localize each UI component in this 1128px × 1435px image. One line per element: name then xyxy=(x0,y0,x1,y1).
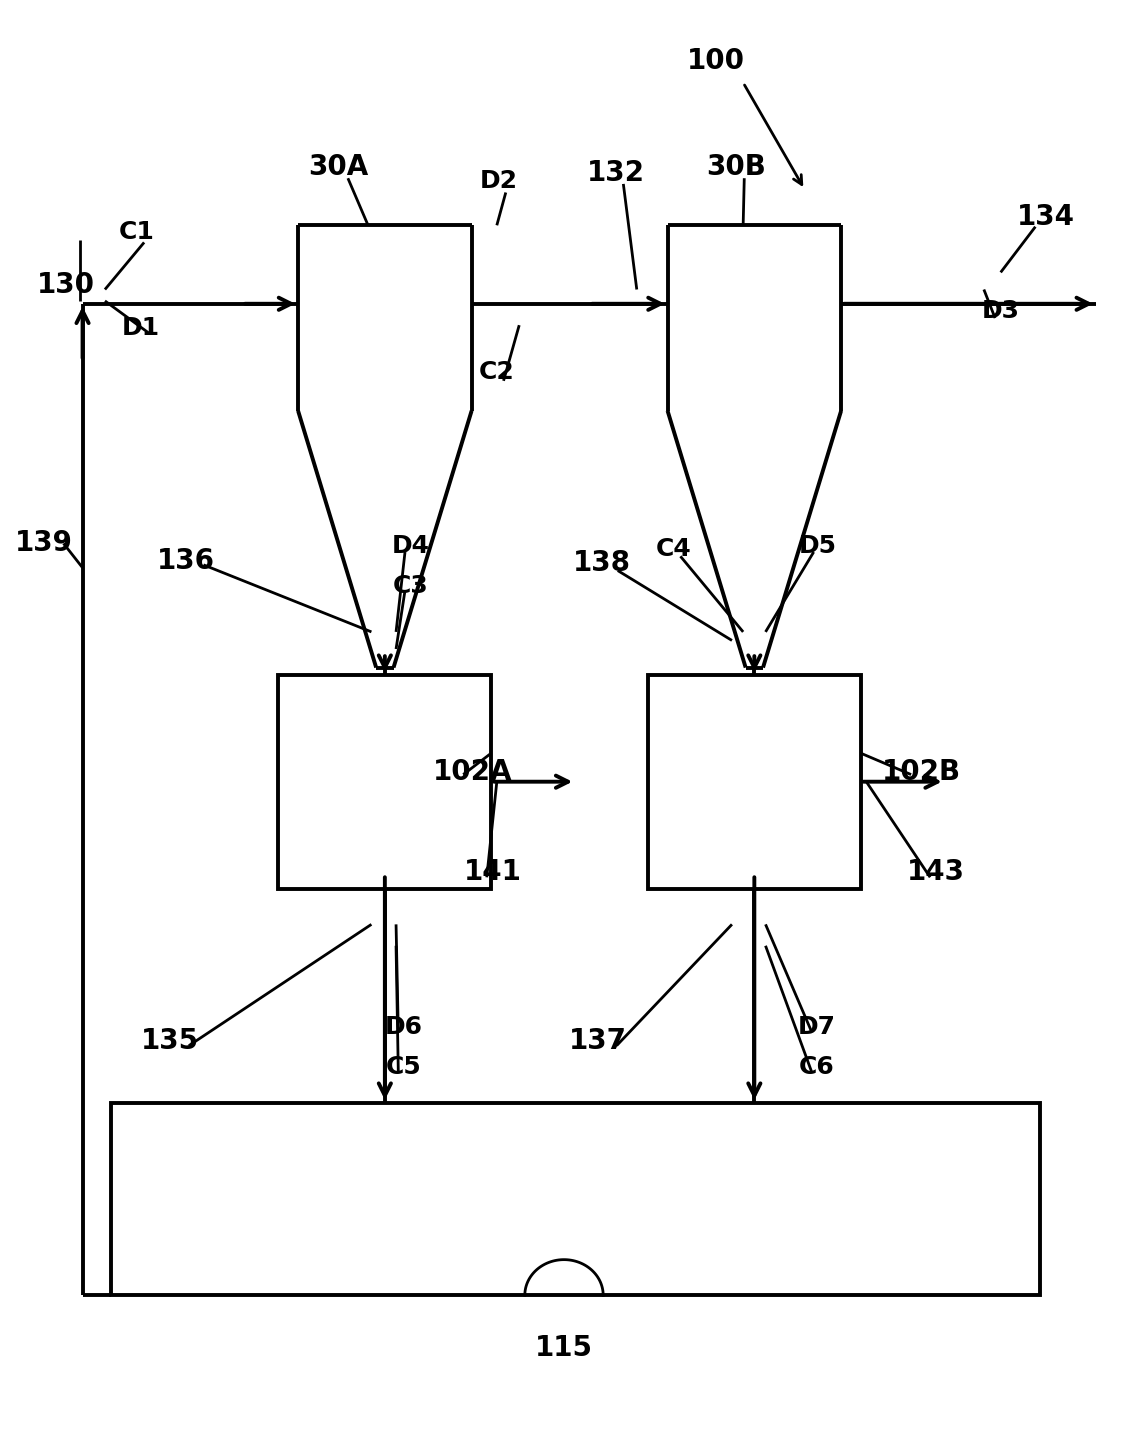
Text: C2: C2 xyxy=(479,360,514,385)
Text: 139: 139 xyxy=(15,530,72,557)
Text: D7: D7 xyxy=(797,1015,836,1039)
Text: C5: C5 xyxy=(386,1055,422,1079)
Text: C4: C4 xyxy=(655,537,691,561)
Text: 138: 138 xyxy=(573,550,631,577)
Bar xyxy=(647,674,861,888)
Text: D1: D1 xyxy=(122,316,160,340)
Text: C1: C1 xyxy=(118,221,155,244)
Text: D4: D4 xyxy=(391,534,430,558)
Text: D5: D5 xyxy=(799,534,837,558)
Text: 115: 115 xyxy=(535,1335,593,1362)
Text: D6: D6 xyxy=(385,1015,423,1039)
Text: 135: 135 xyxy=(141,1027,199,1055)
Text: C6: C6 xyxy=(799,1055,835,1079)
Bar xyxy=(111,1102,1040,1296)
Text: 132: 132 xyxy=(587,158,644,187)
Text: D2: D2 xyxy=(481,169,518,194)
Text: 137: 137 xyxy=(569,1027,626,1055)
Text: 30B: 30B xyxy=(706,152,766,181)
Text: 134: 134 xyxy=(1016,202,1075,231)
Text: 143: 143 xyxy=(907,858,964,885)
Text: 136: 136 xyxy=(157,547,214,574)
Text: 130: 130 xyxy=(37,271,95,300)
Text: D3: D3 xyxy=(981,298,1020,323)
Text: 100: 100 xyxy=(687,47,746,75)
Text: 102B: 102B xyxy=(882,758,961,786)
Text: 141: 141 xyxy=(464,858,521,885)
Text: 102A: 102A xyxy=(432,758,512,786)
Text: C3: C3 xyxy=(393,574,429,598)
Text: 30A: 30A xyxy=(308,152,368,181)
Bar xyxy=(279,674,491,888)
